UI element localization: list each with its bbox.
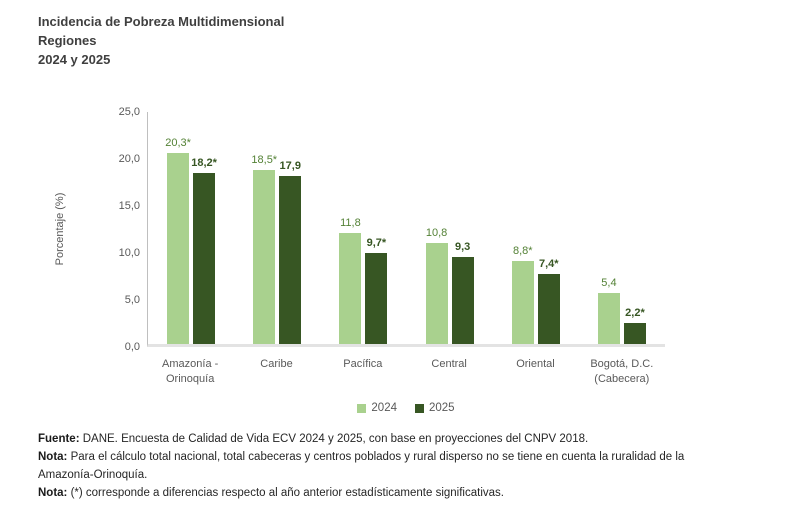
bar-2024 [339,233,362,344]
bar-2025 [451,256,474,344]
bar-value-label-2024: 5,4 [601,277,617,290]
bar-2025 [193,172,216,344]
bar-column-2024: 11,8 [339,217,362,344]
x-axis-category-label: Pacífica [343,358,383,370]
bar-column-2025: 9,3 [451,241,474,344]
footnote-note-2-prefix: Nota: [38,487,68,499]
bar-group: 11,8 9,7* [320,112,406,344]
bar-2025 [623,323,646,344]
bar-group: 18,5* 17,9 [234,112,320,344]
x-axis-labels: Amazonía - Orinoquía Caribe Pacífica Centra… [147,357,665,387]
bar-column-2024: 20,3* [165,137,191,344]
bar-2025 [365,252,388,344]
bar-value-label-2025: 7,4* [538,258,559,271]
bar-value-label-2025: 9,7* [366,236,387,249]
x-axis-category-label: Caribe [260,358,293,370]
bar-group: 8,8* 7,4* [493,112,579,344]
bar-value-label-2025: 18,2* [191,156,217,169]
bar-group: 10,8 9,3 [407,112,493,344]
bar-value-label-2024: 8,8* [512,245,533,258]
footnote-note-1-text: Para el cálculo total nacional, total ca… [38,451,685,481]
bar-value-label-2024: 11,8 [340,217,361,230]
bar-column-2025: 18,2* [191,157,217,344]
bar-2024 [425,242,448,344]
legend-item-2025: 2025 [415,402,455,414]
bar-2025 [537,274,560,344]
bar-column-2024: 5,4 [597,277,620,344]
bar-column-2025: 2,2* [623,307,646,344]
footnote-note-2-text: (*) corresponde a diferencias respecto a… [67,487,504,499]
legend-label-2024: 2024 [371,402,397,414]
bar-column-2024: 10,8 [425,227,448,344]
bar-chart: Porcentaje (%) 0,0 5,0 10,0 15,0 20,0 25,0 20… [38,105,738,425]
bar-column-2025: 9,7* [365,237,388,344]
bar-2024 [167,153,190,344]
footnote-note-1-prefix: Nota: [38,451,68,463]
y-tick-label: 25,0 [118,106,140,118]
footnote-note-1: Nota: Para el cálculo total nacional, to… [38,448,730,484]
chart-title-line-2: Regiones [38,33,97,48]
y-tick-label: 0,0 [124,341,140,353]
bar-column-2025: 17,9 [279,160,302,344]
chart-title: Incidencia de Pobreza Multidimensional R… [38,12,284,69]
y-tick-label: 10,0 [118,247,140,259]
x-axis-category-label: Central [431,358,467,370]
bar-column-2025: 7,4* [537,258,560,344]
bar-value-label-2024: 18,5* [251,154,278,167]
footnote-source-prefix: Fuente: [38,433,80,445]
legend: 2024 2025 [147,402,665,414]
legend-swatch-2025 [415,403,424,413]
footnote-source-text: DANE. Encuesta de Calidad de Vida ECV 20… [79,433,589,445]
bar-column-2024: 8,8* [511,245,534,344]
x-axis-category-label: Amazonía - Orinoquía [162,358,219,385]
bar-value-label-2025: 17,9 [279,159,301,172]
bar-2024 [511,261,534,344]
footnote-source: Fuente: DANE. Encuesta de Calidad de Vid… [38,430,730,448]
plot-area: 20,3* 18,2* 18,5* 17,9 11,8 9,7* 10,8 9,3 8,8* 7,… [147,112,665,347]
bar-2025 [279,175,302,344]
bar-value-label-2024: 20,3* [165,137,191,150]
y-tick-label: 20,0 [118,153,140,165]
chart-title-line-3: 2024 y 2025 [38,52,111,67]
x-axis-category-label: Bogotá, D.C. (Cabecera) [590,358,654,385]
footnotes: Fuente: DANE. Encuesta de Calidad de Vid… [38,430,730,502]
y-axis-ticks: 0,0 5,0 10,0 15,0 20,0 25,0 [38,106,140,353]
bar-group: 5,4 2,2* [579,112,665,344]
y-tick-label: 5,0 [124,294,140,306]
bar-2024 [597,293,620,344]
y-tick-label: 15,0 [118,200,140,212]
legend-swatch-2024 [357,403,367,413]
bar-value-label-2024: 10,8 [425,226,448,239]
bar-2024 [253,170,276,344]
footnote-note-2: Nota: (*) corresponde a diferencias resp… [38,484,730,502]
bar-column-2024: 18,5* [251,154,277,344]
x-axis-category-label: Oriental [516,358,555,370]
bar-group: 20,3* 18,2* [148,112,234,344]
legend-item-2024: 2024 [357,402,397,414]
bar-value-label-2025: 2,2* [625,307,645,320]
bar-value-label-2025: 9,3 [454,240,471,253]
chart-title-line-1: Incidencia de Pobreza Multidimensional [38,14,285,29]
legend-label-2025: 2025 [429,402,455,414]
